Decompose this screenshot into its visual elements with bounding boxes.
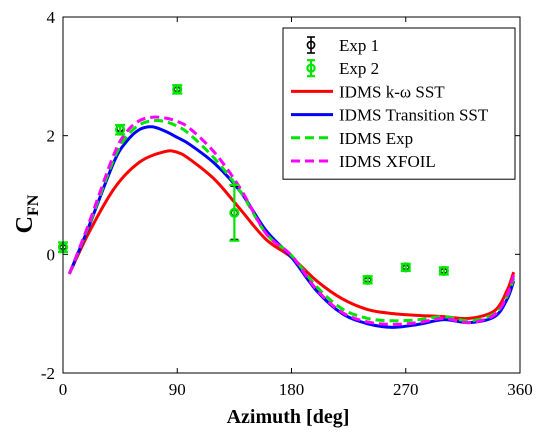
y-axis-title-main: C bbox=[12, 216, 38, 233]
legend-entry-2: IDMS k-ω SST bbox=[291, 82, 445, 101]
legend-entry-1: Exp 2 bbox=[306, 59, 379, 78]
legend-entry-0: Exp 1 bbox=[306, 36, 379, 55]
error-point-1-5 bbox=[400, 262, 411, 273]
legend-box bbox=[282, 27, 516, 180]
legend-entry-5: IDMS XFOIL bbox=[291, 152, 436, 171]
series-line-2 bbox=[67, 119, 516, 323]
error-point-1-2 bbox=[172, 84, 183, 95]
x-tick-label-4: 360 bbox=[507, 380, 533, 399]
error-point-1-4 bbox=[362, 274, 373, 285]
error-point-1-1 bbox=[115, 123, 126, 136]
series-line-3 bbox=[67, 115, 516, 326]
y-tick-label-1: 0 bbox=[47, 245, 56, 264]
legend-label-3: IDMS Transition SST bbox=[339, 106, 489, 125]
error-point-1-6 bbox=[438, 265, 449, 277]
y-axis-title: CFN bbox=[12, 194, 42, 233]
legend-label-0: Exp 1 bbox=[339, 36, 379, 55]
legend-entry-4: IDMS Exp bbox=[291, 129, 413, 148]
legend-label-5: IDMS XFOIL bbox=[339, 152, 436, 171]
x-tick-label-0: 0 bbox=[59, 380, 68, 399]
x-tick-label-3: 270 bbox=[393, 380, 419, 399]
y-tick-label-2: 2 bbox=[47, 127, 56, 146]
legend-label-1: Exp 2 bbox=[339, 59, 379, 78]
x-tick-label-1: 90 bbox=[169, 380, 186, 399]
x-axis-title: Azimuth [deg] bbox=[227, 406, 350, 428]
legend-label-4: IDMS Exp bbox=[339, 129, 413, 148]
y-tick-label-0: -2 bbox=[41, 364, 55, 383]
x-tick-label-2: 180 bbox=[279, 380, 305, 399]
legend-entry-3: IDMS Transition SST bbox=[291, 106, 489, 125]
y-axis-title-sub: FN bbox=[25, 194, 42, 216]
y-tick-label-3: 4 bbox=[47, 8, 56, 27]
error-point-1-3 bbox=[229, 183, 240, 242]
legend-label-2: IDMS k-ω SST bbox=[339, 82, 445, 101]
legend: Exp 1 Exp 2 IDMS k-ω SST IDMS Transition SS… bbox=[282, 27, 516, 180]
